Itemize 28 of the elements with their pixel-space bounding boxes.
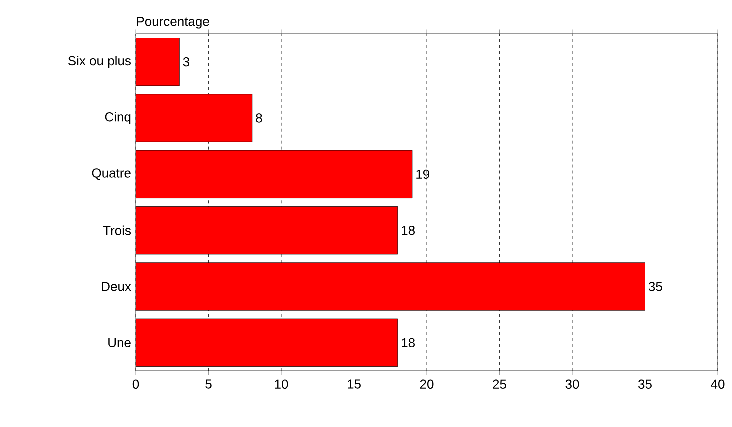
bar	[136, 94, 253, 142]
y-tick-label: Six ou plus	[68, 56, 131, 68]
bar	[136, 318, 398, 367]
y-tick-label: Quatre	[92, 168, 131, 180]
x-tick-label: 5	[206, 380, 212, 389]
bar	[136, 150, 413, 198]
x-tick-label: 40	[711, 380, 725, 389]
x-tick-label: 35	[638, 380, 652, 389]
bar	[136, 38, 180, 86]
data-label: 35	[648, 282, 662, 292]
data-label: 8	[256, 114, 262, 123]
x-tick-label: 0	[132, 380, 140, 389]
data-label: 18	[402, 226, 415, 236]
bar	[136, 206, 398, 255]
x-tick-label: 25	[493, 380, 506, 389]
x-tick-label: 10	[275, 380, 288, 389]
y-tick-label: Deux	[102, 282, 132, 292]
chart-title: Pourcentage	[137, 17, 210, 29]
y-tick-label: Une	[108, 338, 131, 348]
y-tick-label: Cinq	[105, 112, 131, 124]
x-tick-label: 30	[566, 380, 580, 389]
data-label: 18	[402, 338, 415, 348]
bar	[136, 262, 646, 311]
data-label: 19	[416, 170, 430, 180]
x-tick-label: 20	[420, 380, 434, 389]
y-tick-label: Trois	[103, 226, 131, 236]
x-tick-label: 15	[348, 380, 361, 389]
data-label: 3	[183, 57, 190, 67]
